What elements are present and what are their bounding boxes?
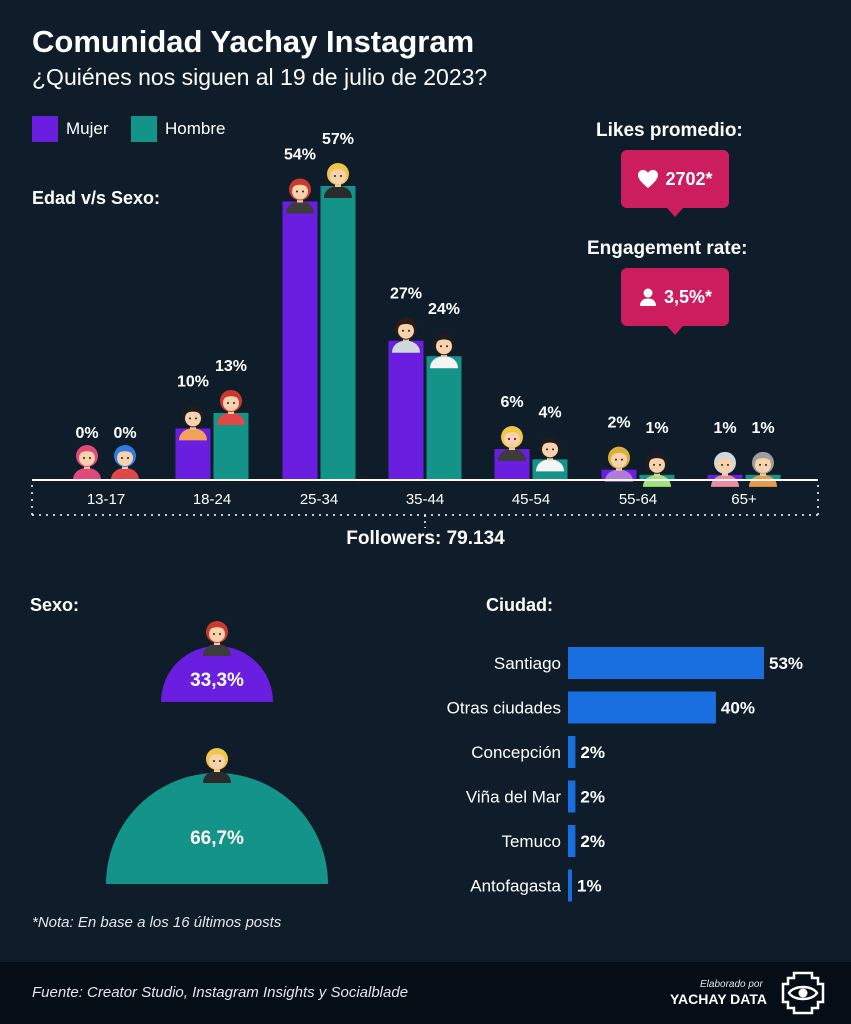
legend-item-men: Hombre	[131, 116, 225, 142]
avatar-men-65+	[749, 451, 777, 487]
city-bar-1	[568, 691, 716, 724]
engagement-title: Engagement rate:	[587, 238, 748, 259]
legend-label-women: Mujer	[66, 119, 109, 138]
tick-label-45-54: 45-54	[512, 491, 550, 508]
avatar-men-55-64	[643, 451, 671, 487]
followers-count: Followers: 79.134	[346, 528, 505, 549]
legend-swatch-women	[32, 116, 58, 142]
avatar-women-65+	[711, 451, 739, 487]
footnote: *Nota: En base a los 16 últimos posts	[32, 914, 282, 931]
bar-men-25-34	[320, 186, 356, 480]
city-value-1: 40%	[721, 699, 755, 718]
data-label-women-25-34: 54%	[284, 146, 316, 163]
city-label-3: Viña del Mar	[466, 788, 561, 807]
city-value-0: 53%	[769, 654, 803, 673]
data-label-men-13-17: 0%	[113, 425, 136, 442]
data-label-women-45-54: 6%	[500, 394, 523, 411]
city-label-1: Otras ciudades	[447, 699, 561, 718]
likes-badge: 2702*	[621, 150, 729, 217]
likes-value: 2702*	[665, 168, 713, 189]
city-value-4: 2%	[580, 832, 605, 851]
city-bar-chart: Santiago 53% Otras ciudades 40% Concepción 2%…	[447, 647, 803, 902]
avatar-women-13-17	[73, 445, 101, 480]
data-label-men-18-24: 13%	[215, 358, 247, 375]
city-value-5: 1%	[577, 877, 602, 896]
legend-item-women: Mujer	[32, 116, 109, 142]
sex-chart: 33,3% 66,7%	[106, 621, 328, 884]
engagement-value: 3,5%*	[663, 286, 713, 307]
data-label-men-35-44: 24%	[428, 301, 460, 318]
city-label-2: Concepción	[471, 743, 561, 762]
city-value-2: 2%	[580, 743, 605, 762]
tick-label-35-44: 35-44	[406, 491, 444, 508]
sex-slice-men	[106, 773, 328, 884]
city-label-4: Temuco	[501, 832, 561, 851]
eye-logo-icon	[781, 971, 825, 1015]
city-label-0: Santiago	[494, 654, 561, 673]
avatar-men-35-44	[430, 333, 458, 369]
sex-label-men: 66,7%	[190, 828, 244, 849]
data-label-women-55-64: 2%	[607, 415, 630, 432]
city-bar-0	[568, 647, 764, 679]
city-bar-2	[568, 736, 576, 768]
data-label-men-55-64: 1%	[645, 420, 668, 437]
sex-avatar-women	[203, 621, 231, 656]
avatar-men-45-54	[536, 436, 564, 472]
city-bar-3	[568, 780, 576, 813]
tick-label-18-24: 18-24	[193, 491, 231, 508]
avatar-men-18-24	[217, 389, 245, 425]
heart-icon	[638, 169, 659, 189]
bar-women-25-34	[282, 201, 318, 480]
avatar-women-55-64	[605, 446, 633, 482]
avatar-women-45-54	[498, 426, 526, 462]
source-text: Fuente: Creator Studio, Instagram Insigh…	[32, 984, 409, 1001]
tick-label-55-64: 55-64	[619, 491, 657, 508]
avatar-women-35-44	[392, 317, 420, 353]
likes-title: Likes promedio:	[596, 120, 743, 141]
sex-slice-women	[161, 646, 273, 702]
tick-label-25-34: 25-34	[300, 491, 338, 508]
data-label-women-35-44: 27%	[390, 286, 422, 303]
avatar-women-18-24	[179, 405, 207, 441]
city-bar-4	[568, 825, 576, 857]
data-label-women-13-17: 0%	[75, 425, 98, 442]
avatar-women-25-34	[286, 178, 314, 214]
user-icon	[639, 288, 656, 306]
sex-chart-title: Sexo:	[30, 595, 80, 615]
data-label-women-18-24: 10%	[177, 373, 209, 390]
data-label-women-65+: 1%	[713, 420, 736, 437]
sex-avatar-men	[203, 748, 231, 783]
page-subtitle: ¿Quiénes nos siguen al 19 de julio de 20…	[32, 64, 488, 90]
avatar-men-13-17	[111, 445, 139, 480]
age-chart-title: Edad v/s Sexo:	[32, 188, 161, 208]
tick-label-65+: 65+	[731, 491, 757, 508]
avatar-men-25-34	[324, 163, 352, 198]
city-label-5: Antofagasta	[470, 877, 561, 896]
bar-men-35-44	[426, 356, 462, 480]
data-label-men-65+: 1%	[751, 420, 774, 437]
age-bar-chart: 0% 0% 13-17 10% 13% 18-24 54% 57% 25-34 27% 24% 35-…	[31, 131, 819, 528]
engagement-badge: 3,5%*	[621, 268, 729, 335]
page-title: Comunidad Yachay Instagram	[32, 24, 475, 59]
city-bar-5	[568, 869, 572, 902]
city-chart-title: Ciudad:	[486, 595, 553, 615]
city-value-3: 2%	[580, 788, 605, 807]
credit-caption: Elaborado por	[700, 979, 763, 990]
tick-label-13-17: 13-17	[87, 491, 125, 508]
data-label-men-45-54: 4%	[538, 404, 561, 421]
legend-label-men: Hombre	[165, 119, 226, 138]
bar-women-35-44	[388, 340, 424, 480]
footer-bar	[0, 962, 851, 1024]
credit-brand: YACHAY DATA	[670, 991, 767, 1007]
data-label-men-25-34: 57%	[322, 131, 354, 148]
sex-label-women: 33,3%	[190, 670, 244, 691]
legend-swatch-men	[131, 116, 157, 142]
